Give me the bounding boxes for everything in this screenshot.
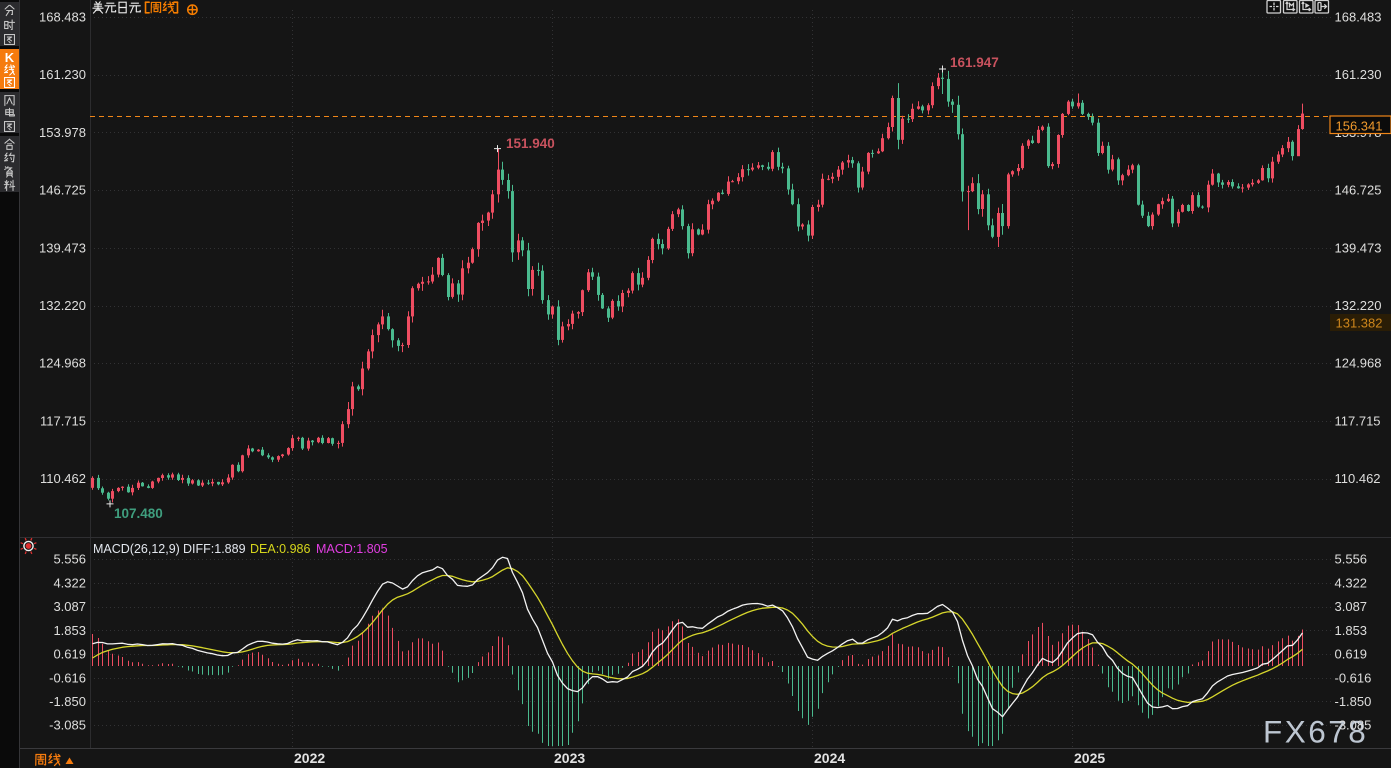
svg-text:124.968: 124.968 [1335,356,1382,371]
svg-text:117.715: 117.715 [1335,413,1381,428]
svg-text:MACD(26,12,9): MACD(26,12,9) [93,542,180,556]
svg-text:FX678: FX678 [1263,714,1368,750]
svg-text:2022: 2022 [294,750,325,766]
svg-text:0.619: 0.619 [1335,647,1368,662]
svg-text:124.968: 124.968 [39,356,86,371]
svg-text:168.483: 168.483 [1335,10,1382,25]
svg-text:3.087: 3.087 [1335,599,1368,614]
svg-text:110.462: 110.462 [40,471,86,486]
svg-text:-3.085: -3.085 [49,718,86,733]
svg-text:0.619: 0.619 [53,647,86,662]
svg-text:110.462: 110.462 [1335,471,1381,486]
svg-text:-1.850: -1.850 [49,694,86,709]
svg-text:161.947: 161.947 [950,55,999,70]
svg-text:1.853: 1.853 [53,623,86,638]
svg-text:K: K [5,50,15,65]
svg-text:2024: 2024 [814,750,845,766]
svg-text:161.230: 161.230 [39,67,86,82]
svg-text:2023: 2023 [554,750,585,766]
svg-text:-1.850: -1.850 [1335,694,1372,709]
svg-text:156.341: 156.341 [1336,119,1383,134]
svg-text:146.725: 146.725 [39,183,86,198]
svg-text:4.322: 4.322 [1335,575,1368,590]
svg-text:-3.085: -3.085 [1335,718,1372,733]
svg-text:5.556: 5.556 [53,552,86,567]
svg-text:146.725: 146.725 [1335,183,1382,198]
svg-text:DIFF:1.889: DIFF:1.889 [183,542,246,556]
svg-text:DEA:0.986: DEA:0.986 [250,542,311,556]
svg-text:153.978: 153.978 [39,125,86,140]
svg-text:168.483: 168.483 [39,10,86,25]
svg-text:4.322: 4.322 [53,575,86,590]
svg-text:139.473: 139.473 [1335,240,1382,255]
svg-text:-0.616: -0.616 [1335,670,1372,685]
svg-text:139.473: 139.473 [39,240,86,255]
svg-text:151.940: 151.940 [506,136,555,151]
svg-text:107.480: 107.480 [114,506,163,521]
svg-text:3.087: 3.087 [53,599,86,614]
svg-text:131.382: 131.382 [1336,316,1383,331]
svg-text:2025: 2025 [1074,750,1105,766]
svg-text:132.220: 132.220 [1335,298,1382,313]
svg-text:MACD:1.805: MACD:1.805 [316,542,388,556]
svg-text:1.853: 1.853 [1335,623,1368,638]
svg-text:161.230: 161.230 [1335,67,1382,82]
svg-text:-0.616: -0.616 [49,670,86,685]
svg-text:117.715: 117.715 [40,413,86,428]
svg-text:132.220: 132.220 [39,298,86,313]
svg-text:5.556: 5.556 [1335,552,1368,567]
